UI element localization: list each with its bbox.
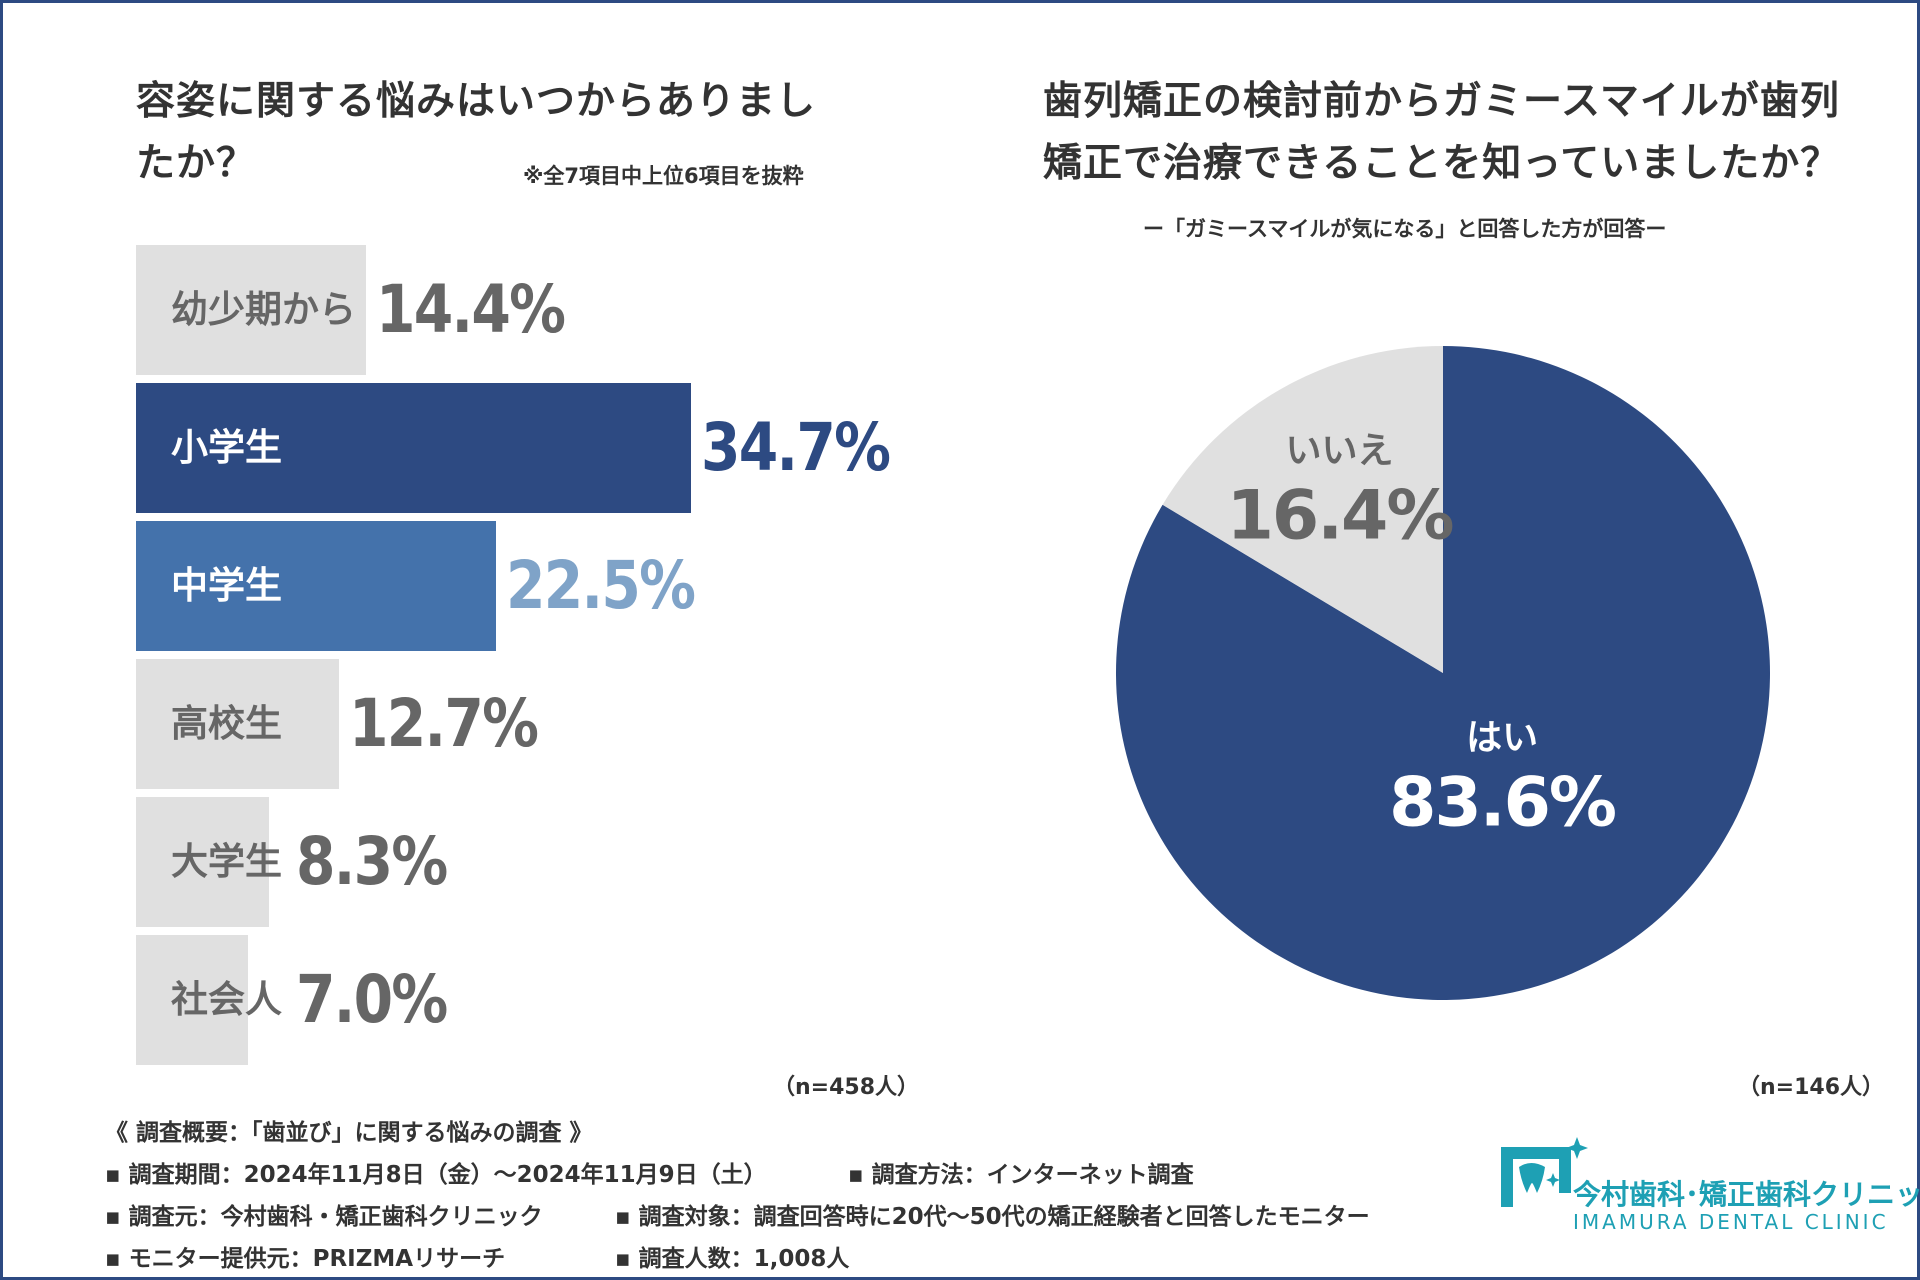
pie-value-2: 16.4% — [1227, 476, 1453, 555]
pie-chart: はい 83.6% いいえ 16.4% — [1116, 346, 1770, 1000]
bar-value-3: 22.5% — [505, 547, 696, 624]
pie-chart-subtitle: ー「ガミースマイルが気になる」と回答した方が回答ー — [1143, 217, 1667, 241]
bar-1 — [136, 245, 367, 375]
bar-label-2: 小学生 — [171, 426, 282, 469]
survey-target: ▪ 調査対象：調査回答時に20代〜50代の矯正経験者と回答したモニター — [615, 1204, 1370, 1230]
bar-label-4: 高校生 — [171, 702, 282, 745]
bar-value-2: 34.7% — [701, 409, 891, 486]
bar-4 — [136, 659, 340, 789]
bar-5 — [136, 797, 269, 927]
pie-chart-sample-size: （n=146人） — [1738, 1075, 1885, 1100]
bar-label-3: 中学生 — [171, 564, 282, 607]
bar-chart-note: ※全7項目中上位6項目を抜粋 — [523, 164, 804, 188]
bar-2 — [136, 383, 691, 513]
bar-chart-title-line2: たか？ — [136, 141, 257, 186]
pie-label-2: いいえ — [1286, 430, 1394, 471]
survey-heading: 《 調査概要：「歯並び」に関する悩みの調査 》 — [105, 1120, 593, 1146]
bar-chart-sample-size: （n=458人） — [773, 1075, 920, 1100]
survey-method: ▪ 調査方法：インターネット調査 — [848, 1162, 1194, 1188]
clinic-name-en: IMAMURA DENTAL CLINIC — [1573, 1210, 1889, 1234]
pie-value-1: 83.6% — [1389, 763, 1615, 842]
pie-label-1: はい — [1466, 717, 1538, 758]
survey-count: ▪ 調査人数：1,008人 — [615, 1246, 850, 1272]
tooth-logo-icon — [1501, 1137, 1588, 1207]
bar-label-6: 社会人 — [171, 978, 282, 1021]
bar-label-1: 幼少期から — [171, 288, 356, 331]
survey-period: ▪ 調査期間：2024年11月8日（金）〜2024年11月9日（土） — [105, 1162, 767, 1188]
pie-chart-title-line1: 歯列矯正の検討前からガミースマイルが歯列 — [1043, 79, 1840, 124]
bar-value-5: 8.3% — [296, 823, 448, 900]
bar-value-6: 7.0% — [296, 961, 448, 1038]
survey-provider: ▪ モニター提供元：PRIZMAリサーチ — [105, 1246, 506, 1272]
pie-chart-title-line2: 矯正で治療できることを知っていましたか？ — [1043, 141, 1841, 186]
clinic-name-jp: 今村歯科･矯正歯科クリニック — [1573, 1178, 1920, 1211]
bar-chart-title-line1: 容姿に関する悩みはいつからありまし — [136, 79, 817, 124]
bar-value-4: 12.7% — [349, 685, 539, 762]
bar-label-5: 大学生 — [171, 840, 282, 883]
bar-value-1: 14.4% — [376, 271, 566, 348]
bar-6 — [136, 935, 248, 1065]
pie-slice-2 — [1162, 346, 1443, 673]
survey-source: ▪ 調査元：今村歯科・矯正歯科クリニック — [105, 1204, 543, 1230]
bar-chart: 幼少期から 14.4% 小学生 34.7% 中学生 22.5% 高校生 12.7% 大学生 8.3… — [3, 3, 903, 1103]
bar-3 — [136, 521, 496, 651]
